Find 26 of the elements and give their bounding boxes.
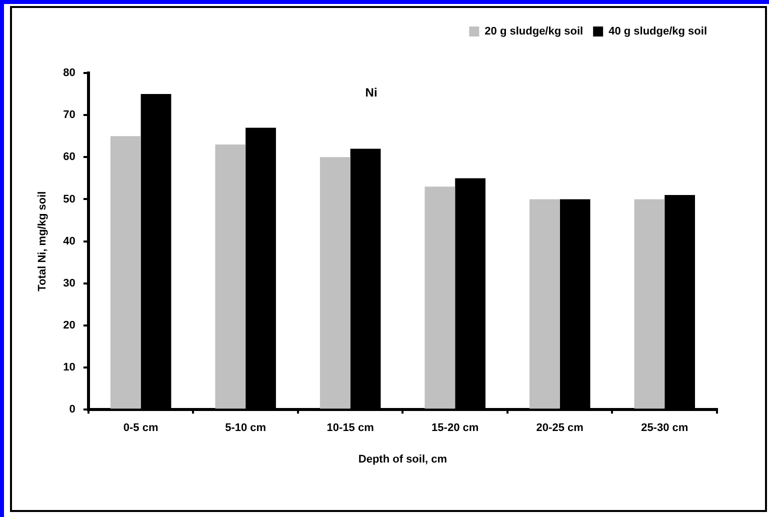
- text: Ni: [365, 85, 378, 100]
- bar: [215, 144, 246, 409]
- bar: [110, 136, 141, 409]
- x-axis-title: Depth of soil, cm: [358, 453, 448, 466]
- y-tick-label: 70: [63, 109, 76, 122]
- y-tick-label: 60: [63, 151, 76, 164]
- y-tick-label: 50: [63, 193, 76, 206]
- y-tick-label: 30: [63, 277, 76, 290]
- legend-label: 40 g sludge/kg soil: [608, 26, 708, 38]
- bar: [529, 199, 560, 409]
- x-tick-label: 10-15 cm: [326, 422, 374, 434]
- x-tick-label: 0-5 cm: [123, 422, 158, 434]
- y-axis-title: Total Ni, mg/kg soil: [36, 191, 49, 292]
- y-tick-label: 10: [63, 362, 76, 374]
- legend-label: 20 g sludge/kg soil: [484, 26, 584, 38]
- bar: [320, 157, 350, 409]
- x-tick-label: 20-25 cm: [536, 422, 584, 434]
- y-tick-label: 20: [63, 319, 76, 332]
- x-tick-label: 15-20 cm: [432, 422, 479, 434]
- bar: [634, 199, 665, 409]
- x-tick-label: 25-30 cm: [641, 422, 688, 434]
- bar: [424, 186, 456, 409]
- y-tick-label: 0: [69, 404, 76, 416]
- y-tick-label: 80: [63, 67, 76, 80]
- x-tick-label: 5-10 cm: [225, 422, 266, 434]
- y-tick-label: 40: [63, 235, 76, 248]
